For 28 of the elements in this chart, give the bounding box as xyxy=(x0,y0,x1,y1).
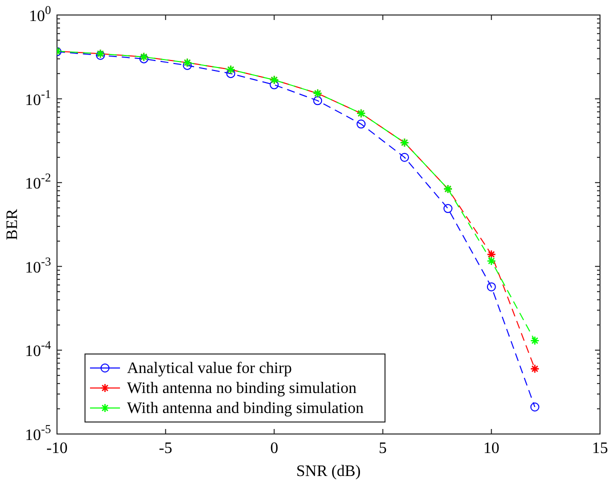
x-tick-label: 5 xyxy=(378,440,387,457)
point xyxy=(226,69,236,78)
point xyxy=(530,336,540,346)
y-tick-label: 10$^{0}$ xyxy=(29,3,51,25)
legend-label: With antenna no binding simulation xyxy=(127,380,357,397)
y-axis-title: BER xyxy=(4,208,21,240)
y-tick-label: 10$^{-1}$ xyxy=(25,86,51,109)
x-tick-label: 0 xyxy=(270,440,278,457)
legend-label: Analytical value for chirp xyxy=(127,360,292,377)
y-tick-label: 10$^{-3}$ xyxy=(25,254,51,276)
x-tick-label: 15 xyxy=(592,440,608,457)
y-tick-label: 10$^{-2}$ xyxy=(25,170,51,193)
point xyxy=(270,80,279,90)
point xyxy=(313,96,322,106)
y-tick-label: 10$^{-4}$ xyxy=(25,338,51,360)
point xyxy=(443,204,452,214)
point xyxy=(486,256,496,266)
x-tick-label: 10 xyxy=(483,440,500,457)
point xyxy=(486,282,496,292)
x-axis-title: SNR (dB) xyxy=(296,463,361,480)
point xyxy=(486,250,496,260)
point xyxy=(182,60,192,70)
point xyxy=(400,152,410,162)
x-tick-label: -5 xyxy=(158,440,172,457)
legend-label: With antenna and binding simulation xyxy=(127,400,364,417)
point xyxy=(356,120,366,129)
point xyxy=(530,364,540,374)
point xyxy=(530,402,540,412)
